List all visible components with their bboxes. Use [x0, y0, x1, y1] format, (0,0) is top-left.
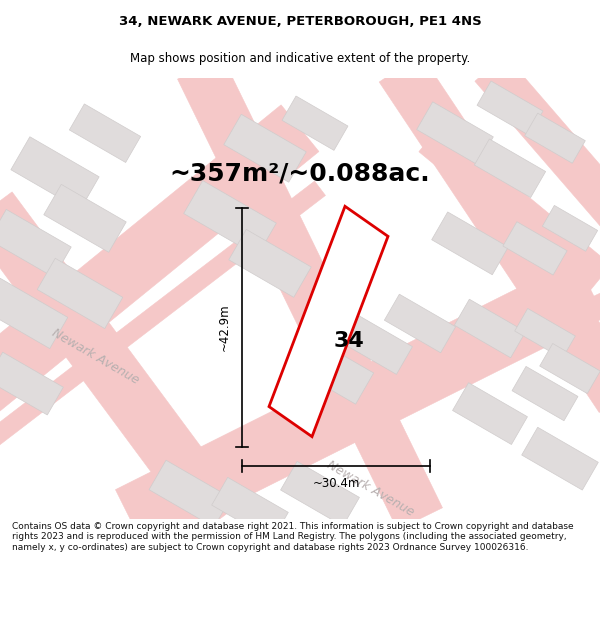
Polygon shape	[212, 478, 289, 540]
Polygon shape	[431, 212, 508, 275]
Polygon shape	[281, 461, 359, 526]
Polygon shape	[70, 104, 140, 162]
Polygon shape	[515, 309, 575, 359]
Polygon shape	[521, 428, 598, 490]
Polygon shape	[146, 290, 600, 527]
Polygon shape	[11, 137, 99, 210]
Polygon shape	[419, 124, 600, 292]
Polygon shape	[0, 278, 68, 349]
Polygon shape	[0, 209, 71, 278]
Polygon shape	[0, 105, 319, 412]
Polygon shape	[37, 258, 123, 329]
Polygon shape	[269, 206, 388, 437]
Text: Newark Avenue: Newark Avenue	[49, 326, 141, 387]
Text: ~357m²/~0.088ac.: ~357m²/~0.088ac.	[170, 161, 430, 185]
Polygon shape	[338, 312, 412, 374]
Polygon shape	[542, 206, 598, 251]
Polygon shape	[475, 55, 600, 231]
Polygon shape	[115, 259, 600, 548]
Text: ~30.4m: ~30.4m	[313, 478, 359, 490]
Polygon shape	[524, 113, 586, 163]
Polygon shape	[379, 54, 600, 413]
Text: 34: 34	[333, 331, 364, 351]
Polygon shape	[539, 344, 600, 394]
Polygon shape	[184, 181, 277, 256]
Polygon shape	[477, 81, 543, 136]
Polygon shape	[0, 192, 242, 535]
Polygon shape	[503, 222, 567, 275]
Polygon shape	[178, 57, 442, 530]
Text: ~42.9m: ~42.9m	[218, 304, 230, 351]
Polygon shape	[0, 181, 325, 456]
Polygon shape	[229, 229, 311, 298]
Polygon shape	[512, 366, 578, 421]
Text: Map shows position and indicative extent of the property.: Map shows position and indicative extent…	[130, 52, 470, 65]
Polygon shape	[475, 139, 545, 198]
Polygon shape	[224, 114, 306, 182]
Polygon shape	[452, 382, 527, 444]
Polygon shape	[286, 333, 374, 404]
Polygon shape	[0, 352, 64, 415]
Polygon shape	[44, 184, 126, 253]
Text: Newark Avenue: Newark Avenue	[324, 459, 416, 519]
Text: Contains OS data © Crown copyright and database right 2021. This information is : Contains OS data © Crown copyright and d…	[12, 522, 574, 552]
Text: 34, NEWARK AVENUE, PETERBOROUGH, PE1 4NS: 34, NEWARK AVENUE, PETERBOROUGH, PE1 4NS	[119, 14, 481, 28]
Polygon shape	[385, 294, 455, 352]
Polygon shape	[416, 102, 493, 164]
Polygon shape	[282, 96, 348, 151]
Polygon shape	[454, 299, 526, 358]
Polygon shape	[149, 460, 231, 528]
